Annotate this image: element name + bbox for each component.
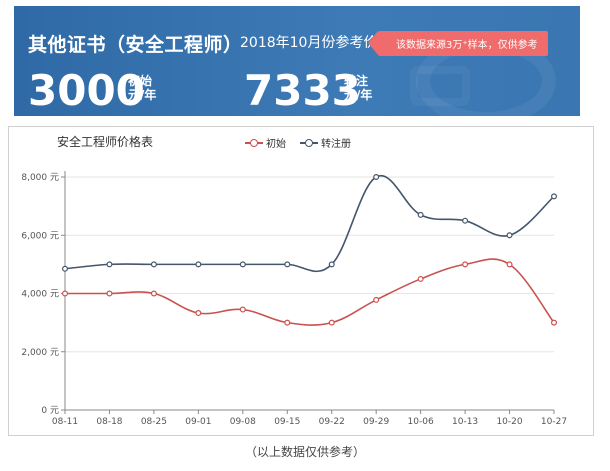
- x-tick-label: 09-15: [274, 417, 300, 427]
- transfer-price-label: 转注 元/年: [344, 74, 372, 102]
- data-point: [61, 290, 68, 297]
- initial-price-value: 3000: [28, 66, 145, 115]
- data-point: [550, 193, 557, 200]
- series-line-transfer: [64, 174, 555, 273]
- banner-date: 2018年10月份参考价: [240, 35, 378, 51]
- data-point: [106, 290, 113, 297]
- data-point: [61, 265, 68, 272]
- chart-title: 安全工程师价格表: [57, 135, 154, 149]
- data-point: [106, 261, 113, 268]
- x-tick-label: 09-29: [363, 417, 389, 427]
- initial-price-label: 初始 元/年: [128, 74, 156, 102]
- legend-label: 转注册: [321, 139, 351, 150]
- legend-line-icon: [300, 138, 318, 148]
- legend-item-initial[interactable]: 初始: [245, 135, 286, 150]
- data-point: [373, 173, 380, 180]
- initial-label-text: 初始: [128, 74, 153, 88]
- data-point: [239, 306, 246, 313]
- transfer-price-value: 7333: [244, 66, 361, 115]
- y-tick-label: 6,000 元: [21, 231, 59, 241]
- data-source-badge: 该数据来源3万⁺样本，仅供参考: [368, 31, 548, 56]
- series-line-initial: [64, 258, 555, 326]
- data-point: [328, 319, 335, 326]
- price-line-chart: 0 元 2,000 元 4,000 元 6,000 元 8,000 元 08-11 08-1…: [21, 171, 567, 427]
- y-tick-label: 4,000 元: [21, 290, 59, 300]
- data-point: [462, 217, 469, 224]
- data-point: [239, 261, 246, 268]
- y-tick-label: 0 元: [41, 406, 59, 416]
- data-point: [195, 261, 202, 268]
- banner-title: 其他证书（安全工程师）: [28, 34, 243, 56]
- x-tick-label: 09-08: [230, 417, 256, 427]
- x-tick-label: 08-25: [141, 417, 167, 427]
- data-point: [150, 261, 157, 268]
- price-banner: 其他证书（安全工程师） 2018年10月份参考价 该数据来源3万⁺样本，仅供参考…: [14, 6, 580, 116]
- x-tick-label: 10-20: [496, 417, 522, 427]
- data-point: [506, 232, 513, 239]
- data-point: [328, 261, 335, 268]
- transfer-label-text: 转注: [344, 74, 369, 88]
- banner-decoration: [410, 66, 470, 106]
- chart-legend[interactable]: 初始 转注册: [245, 135, 351, 150]
- data-point: [373, 296, 380, 303]
- data-point: [506, 261, 513, 268]
- legend-label: 初始: [266, 139, 286, 150]
- x-tick-label: 08-11: [52, 417, 78, 427]
- data-point: [462, 261, 469, 268]
- data-point: [550, 319, 557, 326]
- footnote: （以上数据仅供参考）: [244, 445, 365, 459]
- y-tick-label: 2,000 元: [21, 348, 59, 358]
- data-point: [417, 275, 424, 282]
- x-tick-label: 09-01: [185, 417, 211, 427]
- x-tick-label: 08-18: [96, 417, 122, 427]
- x-tick-label: 10-13: [452, 417, 478, 427]
- data-point: [284, 261, 291, 268]
- y-tick-label: 8,000 元: [21, 173, 59, 183]
- x-tick-label: 09-22: [319, 417, 345, 427]
- price-chart-panel: 0 元 2,000 元 4,000 元 6,000 元 8,000 元 08-11 08-1…: [8, 126, 594, 436]
- data-point: [150, 290, 157, 297]
- data-point: [195, 310, 202, 317]
- data-point: [417, 211, 424, 218]
- initial-unit-text: 元/年: [128, 88, 157, 102]
- transfer-unit-text: 元/年: [344, 88, 373, 102]
- data-point: [284, 319, 291, 326]
- x-tick-label: 10-06: [408, 417, 434, 427]
- legend-line-icon: [245, 138, 263, 148]
- legend-item-transfer[interactable]: 转注册: [300, 135, 351, 150]
- x-tick-label: 10-27: [541, 417, 567, 427]
